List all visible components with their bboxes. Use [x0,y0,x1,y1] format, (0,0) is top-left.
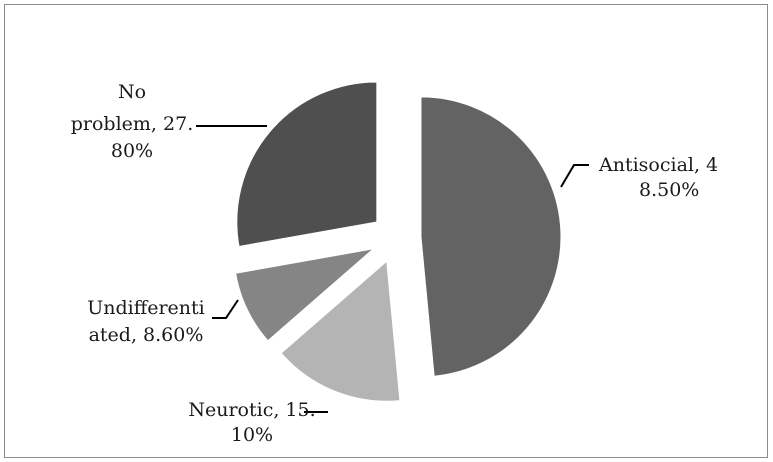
data-label-neurotic: Neurotic, 15. 10% [188,399,315,446]
pie-slice-no-problem [236,81,378,248]
data-label-antisocial: Antisocial, 4 8.50% [598,154,718,201]
leader-line-antisocial [560,164,589,188]
data-label-no-problem: No problem, 27. 80% [71,81,193,162]
leader-line-undifferentiated [212,299,239,319]
pie-slice-neurotic [280,260,401,402]
pie-slice-undifferentiated [235,247,376,342]
pie-slice-antisocial [420,96,562,377]
data-label-undifferentiated: Undifferenti ated, 8.60% [87,297,205,346]
